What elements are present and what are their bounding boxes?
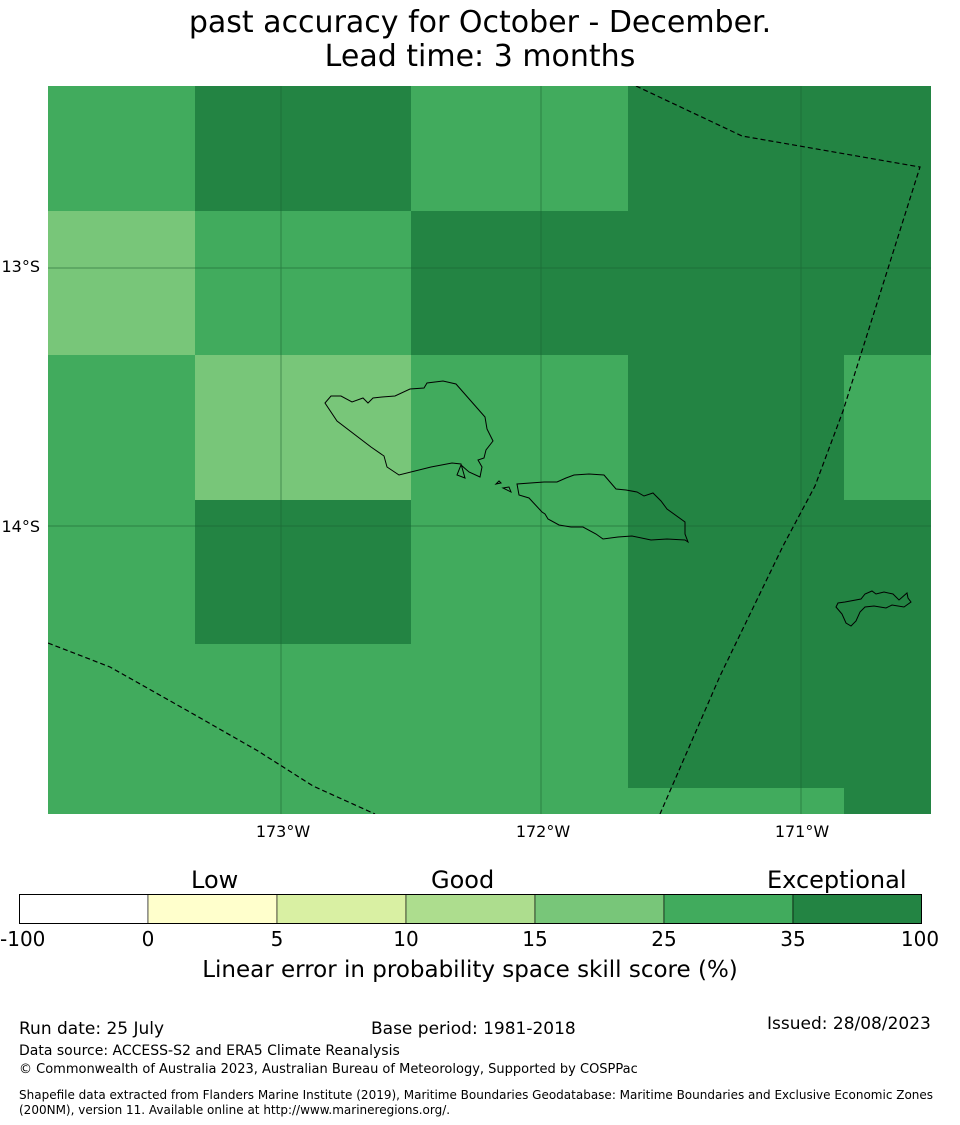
colorbar-tick-label: 25 [651, 927, 677, 951]
grid-cell [195, 644, 304, 789]
latitude-label-14s: 14°S [1, 517, 40, 536]
grid-cell [736, 211, 845, 356]
longitude-label-171w: 171°W [774, 822, 830, 841]
grid-cell [844, 788, 931, 814]
base-period: Base period: 1981-2018 [371, 1019, 576, 1039]
grid-cell [195, 500, 304, 645]
colorbar-segment [147, 894, 278, 924]
grid-cell [736, 644, 845, 789]
grid-cell [195, 211, 304, 356]
grid-cell [303, 500, 412, 645]
grid-cell [844, 211, 931, 356]
graticule [48, 86, 931, 814]
islands [324, 380, 912, 627]
colorbar-category-good: Good [431, 866, 495, 894]
colorbar-tick-label: -100 [0, 927, 46, 951]
grid-cell [48, 355, 196, 501]
island-upolu [516, 473, 690, 544]
colorbar-segment [276, 894, 407, 924]
grid-cell [519, 788, 629, 814]
copyright: © Commonwealth of Australia 2023, Austra… [19, 1062, 638, 1077]
grid-cell [303, 644, 412, 789]
run-date: Run date: 25 July [19, 1019, 165, 1039]
island-savaii [324, 380, 494, 479]
data-source: Data source: ACCESS-S2 and ERA5 Climate … [19, 1043, 400, 1059]
grid-cell [519, 644, 629, 789]
grid-cell [628, 86, 737, 212]
island-manono [494, 480, 503, 485]
grid-cell [48, 86, 196, 212]
grid-cell [195, 86, 304, 212]
eez-boundary-northeast [635, 86, 921, 814]
colorbar-tick-label: 5 [270, 927, 284, 951]
colorbar-tick-label: 10 [393, 927, 419, 951]
grid-cell [48, 644, 196, 789]
grid-cell [736, 355, 845, 501]
grid-cell [411, 644, 520, 789]
colorbar-segment [405, 894, 536, 924]
issued-date: Issued: 28/08/2023 [767, 1014, 931, 1034]
grid-cell [519, 211, 629, 356]
island-tutuila [835, 590, 912, 627]
colorbar-segment [534, 894, 665, 924]
grid-cell [519, 500, 629, 645]
island-apolima [501, 486, 512, 494]
longitude-label-173w: 173°W [255, 822, 311, 841]
colorbar-title: Linear error in probability space skill … [202, 957, 738, 983]
grid-cell [411, 211, 520, 356]
grid-cell [844, 500, 931, 645]
grid-cell [519, 355, 629, 501]
skill-grid [48, 86, 931, 814]
grid-cell [844, 644, 931, 789]
grid-cell [411, 788, 520, 814]
shapefile-note: Shapefile data extracted from Flanders M… [19, 1088, 934, 1117]
grid-cell [48, 500, 196, 645]
longitude-label-172w: 172°W [515, 822, 571, 841]
grid-cell [844, 355, 931, 501]
grid-cell [628, 355, 737, 501]
title-line-3: Lead time: 3 months [324, 39, 636, 74]
grid-cell [628, 211, 737, 356]
grid-cell [48, 788, 196, 814]
colorbar-segment [663, 894, 794, 924]
grid-cell [628, 788, 844, 814]
grid-cell [411, 355, 520, 501]
colorbar-category-low: Low [191, 866, 239, 894]
grid-cell [303, 86, 412, 212]
colorbar-outline [19, 894, 922, 924]
colorbar-tick-label: 35 [780, 927, 806, 951]
colorbar [19, 894, 922, 924]
grid-cell [844, 86, 931, 212]
colorbar-category-exceptional: Exceptional [767, 866, 907, 894]
colorbar-tick-label: 0 [141, 927, 155, 951]
grid-cell [195, 355, 304, 501]
grid-cell [628, 500, 737, 645]
colorbar-tick-label: 15 [522, 927, 548, 951]
grid-cell [303, 211, 412, 356]
grid-cell [736, 86, 845, 212]
eez-boundary-southwest [48, 642, 376, 814]
grid-cell [628, 644, 737, 789]
colorbar-segment [792, 894, 922, 924]
grid-cell [195, 788, 304, 814]
colorbar-segments [19, 894, 922, 924]
grid-cell [303, 788, 412, 814]
colorbar-tick-label: 100 [900, 927, 940, 951]
skill-map [48, 86, 931, 814]
grid-cell [519, 86, 629, 212]
grid-cell [736, 500, 845, 645]
grid-cell [303, 355, 412, 501]
grid-cell [411, 500, 520, 645]
grid-cell [411, 86, 520, 212]
grid-cell [48, 211, 196, 356]
colorbar-segment [19, 894, 149, 924]
title-line-2: past accuracy for October - December. [188, 5, 772, 40]
latitude-label-13s: 13°S [1, 257, 40, 276]
eez-boundaries [48, 86, 921, 814]
